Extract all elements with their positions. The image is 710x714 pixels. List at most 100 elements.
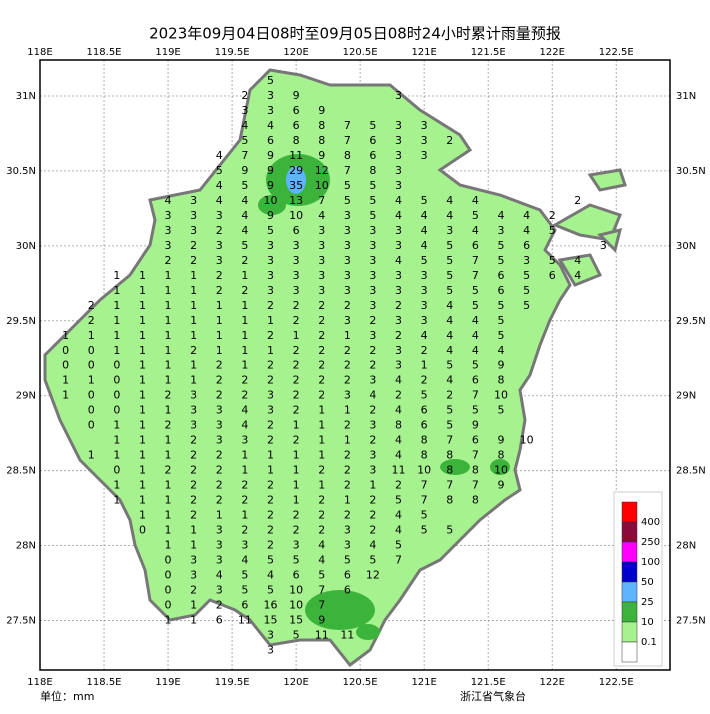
rain-value: 1 bbox=[113, 419, 120, 432]
rain-value: 5 bbox=[369, 179, 376, 192]
rain-value: 2 bbox=[216, 284, 223, 297]
rain-value: 1 bbox=[165, 449, 172, 462]
rain-value: 4 bbox=[574, 254, 581, 267]
rain-value: 2 bbox=[267, 539, 274, 552]
rain-value: 2 bbox=[369, 434, 376, 447]
rain-value: 7 bbox=[446, 479, 453, 492]
rain-value: 2 bbox=[241, 374, 248, 387]
rain-value: 5 bbox=[267, 74, 274, 87]
rain-value: 4 bbox=[472, 224, 479, 237]
rain-value: 5 bbox=[472, 284, 479, 297]
rain-value: 1 bbox=[241, 359, 248, 372]
rain-value: 6 bbox=[549, 269, 556, 282]
rain-value: 6 bbox=[293, 104, 300, 117]
rain-value: 2 bbox=[267, 359, 274, 372]
rain-value: 3 bbox=[267, 644, 274, 657]
rain-value: 5 bbox=[523, 284, 530, 297]
rain-value: 2 bbox=[369, 314, 376, 327]
rain-value: 1 bbox=[165, 509, 172, 522]
rain-value: 3 bbox=[216, 419, 223, 432]
rain-value: 2 bbox=[241, 479, 248, 492]
rain-value: 3 bbox=[216, 584, 223, 597]
rain-value: 1 bbox=[113, 299, 120, 312]
rain-value: 3 bbox=[241, 434, 248, 447]
lat-tick-label: 28N bbox=[16, 541, 36, 552]
rain-value: 2 bbox=[267, 509, 274, 522]
rain-value: 6 bbox=[497, 269, 504, 282]
rain-value: 3 bbox=[216, 239, 223, 252]
rain-value: 4 bbox=[241, 404, 248, 417]
rain-value: 2 bbox=[216, 464, 223, 477]
rain-value: 6 bbox=[369, 149, 376, 162]
map-title: 2023年09月04日08时至09月05日08时24小时累计雨量预报 bbox=[149, 25, 561, 43]
rain-value: 5 bbox=[472, 299, 479, 312]
rain-value: 4 bbox=[395, 524, 402, 537]
rain-value: 5 bbox=[216, 164, 223, 177]
rain-value: 11 bbox=[392, 464, 406, 477]
rain-value: 3 bbox=[369, 239, 376, 252]
rain-value: 5 bbox=[421, 194, 428, 207]
rain-value: 4 bbox=[395, 194, 402, 207]
rain-value: 5 bbox=[446, 284, 453, 297]
rain-value: 8 bbox=[395, 419, 402, 432]
rain-value: 3 bbox=[190, 404, 197, 417]
rain-value: 5 bbox=[369, 554, 376, 567]
rain-value: 9 bbox=[267, 209, 274, 222]
rain-value: 2 bbox=[88, 314, 95, 327]
rain-value: 2 bbox=[190, 479, 197, 492]
rain-value: 4 bbox=[318, 539, 325, 552]
rain-value: 1 bbox=[421, 359, 428, 372]
rain-value: 2 bbox=[318, 494, 325, 507]
rain-value: 2 bbox=[344, 464, 351, 477]
rain-value: 1 bbox=[241, 509, 248, 522]
rain-value: 1 bbox=[241, 314, 248, 327]
rain-value: 3 bbox=[190, 194, 197, 207]
legend-swatch bbox=[621, 621, 638, 643]
lon-tick-label: 120.5E bbox=[343, 47, 378, 58]
rain-value: 2 bbox=[318, 509, 325, 522]
rain-value: 6 bbox=[421, 404, 428, 417]
rain-value: 2 bbox=[216, 269, 223, 282]
rain-value: 3 bbox=[267, 404, 274, 417]
rain-value: 1 bbox=[113, 344, 120, 357]
rain-value: 12 bbox=[366, 569, 380, 582]
rain-value: 9 bbox=[497, 434, 504, 447]
rain-value: 35 bbox=[289, 179, 303, 192]
rain-value: 3 bbox=[190, 554, 197, 567]
rain-value: 5 bbox=[344, 194, 351, 207]
rain-value: 8 bbox=[421, 449, 428, 462]
rain-value: 2 bbox=[318, 344, 325, 357]
rain-value: 7 bbox=[395, 554, 402, 567]
rain-value: 1 bbox=[293, 329, 300, 342]
rain-value: 6 bbox=[497, 284, 504, 297]
rain-value: 5 bbox=[523, 299, 530, 312]
lon-tick-label: 122E bbox=[539, 47, 564, 58]
rain-value: 1 bbox=[62, 389, 69, 402]
rain-value: 5 bbox=[369, 119, 376, 132]
rain-value: 2 bbox=[549, 209, 556, 222]
rain-value: 10 bbox=[289, 209, 303, 222]
rain-value: 2 bbox=[293, 359, 300, 372]
rain-value: 2 bbox=[344, 374, 351, 387]
lon-tick-label: 119E bbox=[155, 47, 180, 58]
rain-value: 4 bbox=[472, 329, 479, 342]
rain-value: 3 bbox=[216, 524, 223, 537]
rain-value: 4 bbox=[446, 329, 453, 342]
lon-tick-label: 118.5E bbox=[87, 677, 122, 688]
rain-value: 1 bbox=[165, 404, 172, 417]
rain-value: 8 bbox=[497, 374, 504, 387]
rain-value: 2 bbox=[293, 404, 300, 417]
rain-value: 1 bbox=[293, 419, 300, 432]
rain-value: 2 bbox=[344, 509, 351, 522]
rain-value: 5 bbox=[446, 524, 453, 537]
rain-value: 5 bbox=[497, 404, 504, 417]
rain-value: 7 bbox=[472, 479, 479, 492]
rain-value: 10 bbox=[263, 194, 277, 207]
rain-value: 8 bbox=[472, 494, 479, 507]
rain-value: 3 bbox=[190, 209, 197, 222]
legend-swatch bbox=[621, 561, 638, 583]
rain-value: 4 bbox=[421, 224, 428, 237]
rain-value: 3 bbox=[344, 524, 351, 537]
rain-value: 0 bbox=[88, 419, 95, 432]
rain-value: 2 bbox=[395, 329, 402, 342]
